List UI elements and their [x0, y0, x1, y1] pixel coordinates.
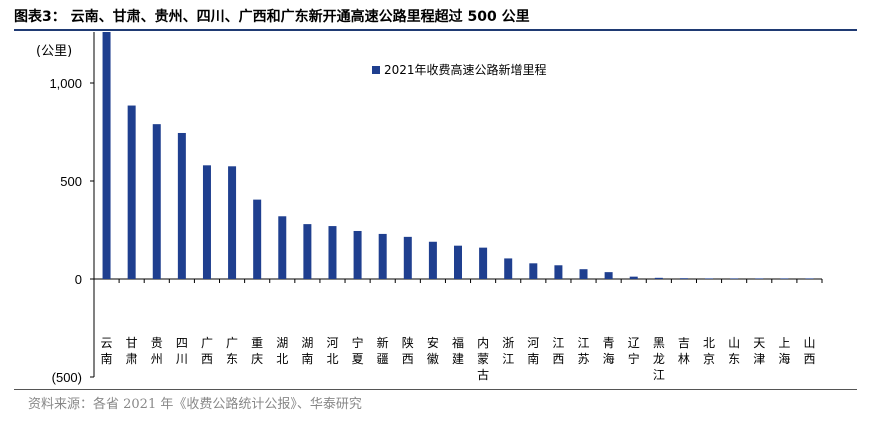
y-axis-unit-label: (公里) [36, 44, 73, 59]
bar [755, 278, 764, 279]
bar [805, 278, 814, 279]
x-tick-label: 云南 [101, 336, 113, 366]
x-tick-label: 吉林 [678, 336, 690, 366]
bar [328, 226, 337, 279]
x-tick-label: 广东 [226, 336, 238, 366]
x-tick-label: 山东 [728, 336, 740, 366]
y-tick-label: 0 [75, 272, 82, 287]
x-tick-label: 陕西 [402, 335, 414, 366]
x-tick-label: 贵州 [151, 336, 163, 366]
bar [278, 216, 287, 279]
bar [504, 258, 513, 279]
x-tick-label: 北京 [703, 336, 715, 366]
bar [730, 278, 739, 279]
x-tick-label: 辽宁 [628, 336, 640, 366]
x-tick-label: 浙江 [502, 336, 514, 366]
x-tick-label: 湖北 [276, 335, 288, 366]
x-tick-label: 天津 [753, 336, 765, 366]
bar [253, 199, 262, 279]
legend-swatch [372, 65, 380, 74]
x-tick-label: 福建 [452, 335, 464, 366]
bar [780, 278, 789, 279]
x-tick-label: 四川 [176, 336, 188, 366]
bar [152, 124, 161, 279]
bar [479, 247, 488, 279]
x-tick-label: 上海 [778, 336, 790, 366]
footer-rule [14, 389, 857, 390]
x-tick-label: 黑龙江 [653, 336, 665, 382]
bar [554, 265, 563, 279]
x-tick-label: 山西 [803, 336, 815, 366]
legend-label: 2021年收费高速公路新增里程 [384, 63, 547, 77]
bar [604, 272, 613, 279]
y-tick-label: 500 [60, 174, 82, 189]
bar [529, 263, 538, 279]
figure-title: 图表3： 云南、甘肃、贵州、四川、广西和广东新开通高速公路里程超过 500 公里 [14, 9, 530, 25]
y-tick-label: (500) [52, 370, 82, 385]
bar [303, 224, 312, 279]
x-tick-label: 河南 [527, 336, 539, 366]
bar [403, 236, 412, 279]
bar [378, 233, 387, 279]
bar-chart: (500)05001,0001,5002,000云南甘肃贵州四川广西广东重庆湖北… [49, 32, 823, 385]
bar [679, 278, 688, 279]
x-tick-label: 内蒙古 [477, 336, 489, 382]
x-tick-label: 重庆 [251, 336, 263, 366]
x-tick-label: 湖南 [301, 335, 313, 366]
bar [654, 277, 663, 279]
bar [177, 132, 186, 279]
x-tick-label: 江西 [552, 336, 564, 366]
bar [579, 269, 588, 279]
bar [228, 166, 237, 279]
x-tick-label: 青海 [603, 336, 615, 366]
y-tick-label: 1,000 [49, 76, 82, 91]
x-tick-label: 甘肃 [126, 336, 138, 366]
x-tick-label: 广西 [201, 336, 213, 366]
x-tick-label: 安徽 [427, 335, 439, 366]
bar [454, 245, 462, 279]
bar [705, 278, 714, 279]
chart-legend: 2021年收费高速公路新增里程 [372, 61, 547, 78]
x-tick-label: 江苏 [578, 336, 590, 366]
bar [353, 230, 362, 279]
bar [202, 165, 211, 279]
bar [629, 276, 638, 279]
bar [102, 32, 111, 279]
title-rule [14, 29, 857, 31]
x-tick-label: 宁夏 [352, 335, 364, 366]
bar [428, 241, 437, 279]
x-tick-label: 新疆 [377, 335, 389, 366]
source-note: 资料来源：各省 2021 年《收费公路统计公报》、华泰研究 [28, 397, 362, 412]
bar [127, 105, 136, 279]
x-tick-label: 河北 [326, 336, 338, 366]
